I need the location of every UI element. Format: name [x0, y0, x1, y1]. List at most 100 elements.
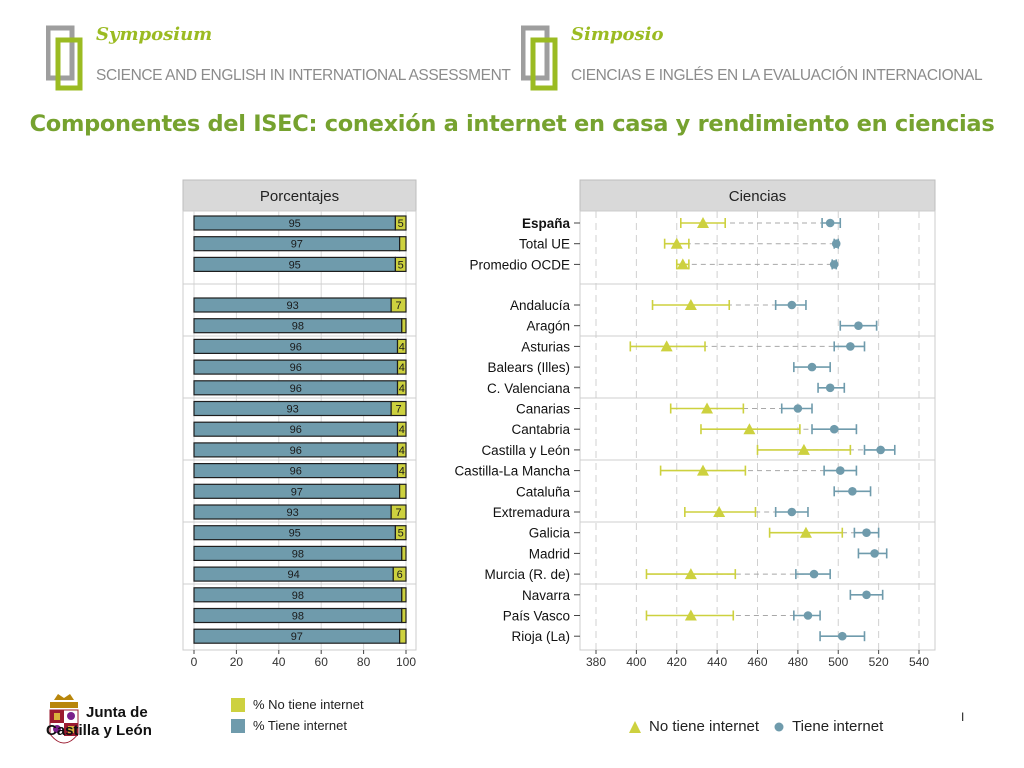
bar-label-no: 4	[399, 383, 405, 395]
bar-x-tick-label: 40	[272, 655, 286, 669]
dot-x-tick-label: 480	[788, 655, 808, 669]
dot-legend: No tiene internet Tiene internet	[628, 718, 897, 735]
bar-label-tiene: 95	[289, 218, 301, 230]
bar-label-tiene: 95	[289, 259, 301, 271]
bar-label-tiene: 96	[290, 424, 302, 436]
triangle-point-no-internet	[660, 340, 673, 352]
bar-no-tiene-internet	[390, 297, 407, 313]
category-label: Promedio OCDE	[469, 257, 570, 272]
triangle-point-no-internet	[696, 464, 709, 476]
dot-x-tick-label: 540	[909, 655, 929, 669]
circle-point-internet	[807, 362, 817, 372]
bar-label-tiene: 96	[290, 341, 302, 353]
bar-label-no: 6	[397, 569, 403, 581]
category-label: Andalucía	[510, 298, 571, 313]
bar-label-tiene: 97	[291, 631, 303, 643]
bar-label-tiene: 98	[292, 548, 304, 560]
page-title: Componentes del ISEC: conexión a interne…	[29, 111, 995, 137]
category-label: Castilla y León	[481, 443, 570, 458]
bar-no-tiene-internet	[401, 587, 407, 603]
circle-point-internet	[809, 569, 819, 579]
bar-no-tiene-internet	[396, 359, 407, 375]
bar-label-no: 4	[399, 466, 405, 478]
category-label: Asturias	[521, 339, 570, 354]
org-name-line1: Junta de	[86, 704, 148, 721]
triangle-point-no-internet	[797, 443, 810, 455]
bar-no-tiene-internet	[401, 545, 407, 562]
logo-subtitle-en: SCIENCE AND ENGLISH IN INTERNATIONAL ASS…	[96, 67, 511, 84]
dot-panel-header	[579, 179, 936, 212]
triangle-point-no-internet	[670, 237, 683, 249]
bar-label-tiene: 94	[288, 569, 300, 581]
legend-swatch-internet	[231, 718, 245, 733]
category-label: Aragón	[526, 319, 570, 334]
junta-logo: Junta de Castilla y León	[46, 694, 166, 760]
circle-point-internet	[837, 631, 847, 641]
category-label: Extremadura	[493, 505, 571, 520]
logo-script-es: Simposio	[571, 24, 664, 45]
bar-label-no: 7	[396, 507, 402, 519]
bar-panel-header	[182, 179, 417, 212]
bar-x-tick-label: 80	[357, 655, 371, 669]
bar-label-no: 7	[396, 300, 402, 312]
bar-label-no: 7	[396, 404, 402, 416]
legend-label-no-internet: % No tiene internet	[253, 697, 364, 712]
bar-panel-title: Porcentajes	[260, 188, 339, 205]
logo-subtitle-es: CIENCIAS E INGLÉS EN LA EVALUACIÓN INTER…	[571, 67, 983, 84]
bar-label-no: 4	[399, 341, 405, 353]
bar-no-tiene-internet	[396, 421, 407, 437]
triangle-point-no-internet	[684, 609, 697, 621]
legend-label-no-internet-dots: No tiene internet	[649, 718, 760, 735]
category-label: Canarias	[516, 402, 570, 417]
triangle-point-no-internet	[696, 217, 709, 228]
legend-label-internet-dots: Tiene internet	[792, 718, 884, 735]
circle-point-internet	[862, 590, 871, 600]
bar-no-tiene-internet	[396, 463, 407, 479]
bar-no-tiene-internet	[401, 318, 407, 334]
bar-no-tiene-internet	[399, 628, 407, 644]
bar-label-tiene: 96	[290, 445, 302, 457]
bar-no-tiene-internet	[394, 256, 407, 272]
category-label: Rioja (La)	[511, 629, 570, 644]
category-label: Murcia (R. de)	[484, 567, 570, 582]
bar-no-tiene-internet	[396, 380, 407, 396]
circle-point-internet	[870, 549, 879, 558]
triangle-point-no-internet	[743, 423, 756, 435]
category-label: Galicia	[529, 526, 571, 541]
bar-label-tiene: 93	[286, 404, 298, 416]
circle-point-internet	[825, 218, 835, 228]
circle-point-internet	[876, 445, 885, 455]
category-label: Cantabria	[511, 422, 570, 437]
page-mark: I	[961, 710, 965, 724]
bar-label-tiene: 93	[286, 507, 298, 519]
category-label: Madrid	[529, 546, 570, 561]
circle-point-internet	[829, 424, 839, 434]
bar-label-tiene: 93	[286, 300, 298, 312]
circle-point-internet	[787, 507, 797, 517]
bracket-logo-icon	[46, 25, 83, 91]
category-label: España	[522, 216, 571, 231]
bar-no-tiene-internet	[394, 215, 407, 231]
category-label: Navarra	[522, 588, 571, 603]
bar-no-tiene-internet	[399, 236, 407, 252]
bar-x-tick-label: 60	[315, 655, 329, 669]
legend-item-internet: % Tiene internet	[231, 715, 364, 736]
circle-point-internet	[846, 342, 855, 351]
bar-no-tiene-internet	[394, 525, 407, 541]
legend-swatch-no-internet	[231, 697, 245, 712]
circle-point-internet	[803, 611, 813, 620]
circle-marker-icon	[774, 722, 784, 731]
circle-point-internet	[829, 260, 839, 269]
bar-label-tiene: 98	[292, 590, 304, 602]
bar-label-tiene: 96	[290, 466, 302, 478]
bar-label-no: 5	[398, 528, 404, 540]
circle-point-internet	[848, 487, 857, 496]
category-label: Total UE	[519, 237, 570, 252]
bar-label-no: 4	[399, 424, 405, 436]
bar-x-tick-label: 20	[230, 655, 244, 669]
legend-item-no-internet: % No tiene internet	[231, 694, 364, 715]
symposium-logo-es: Simposio CIENCIAS E INGLÉS EN LA EVALUAC…	[521, 22, 1001, 92]
bar-label-no: 5	[398, 259, 404, 271]
bar-legend: % No tiene internet % Tiene internet	[231, 694, 364, 736]
circle-point-internet	[793, 404, 803, 413]
